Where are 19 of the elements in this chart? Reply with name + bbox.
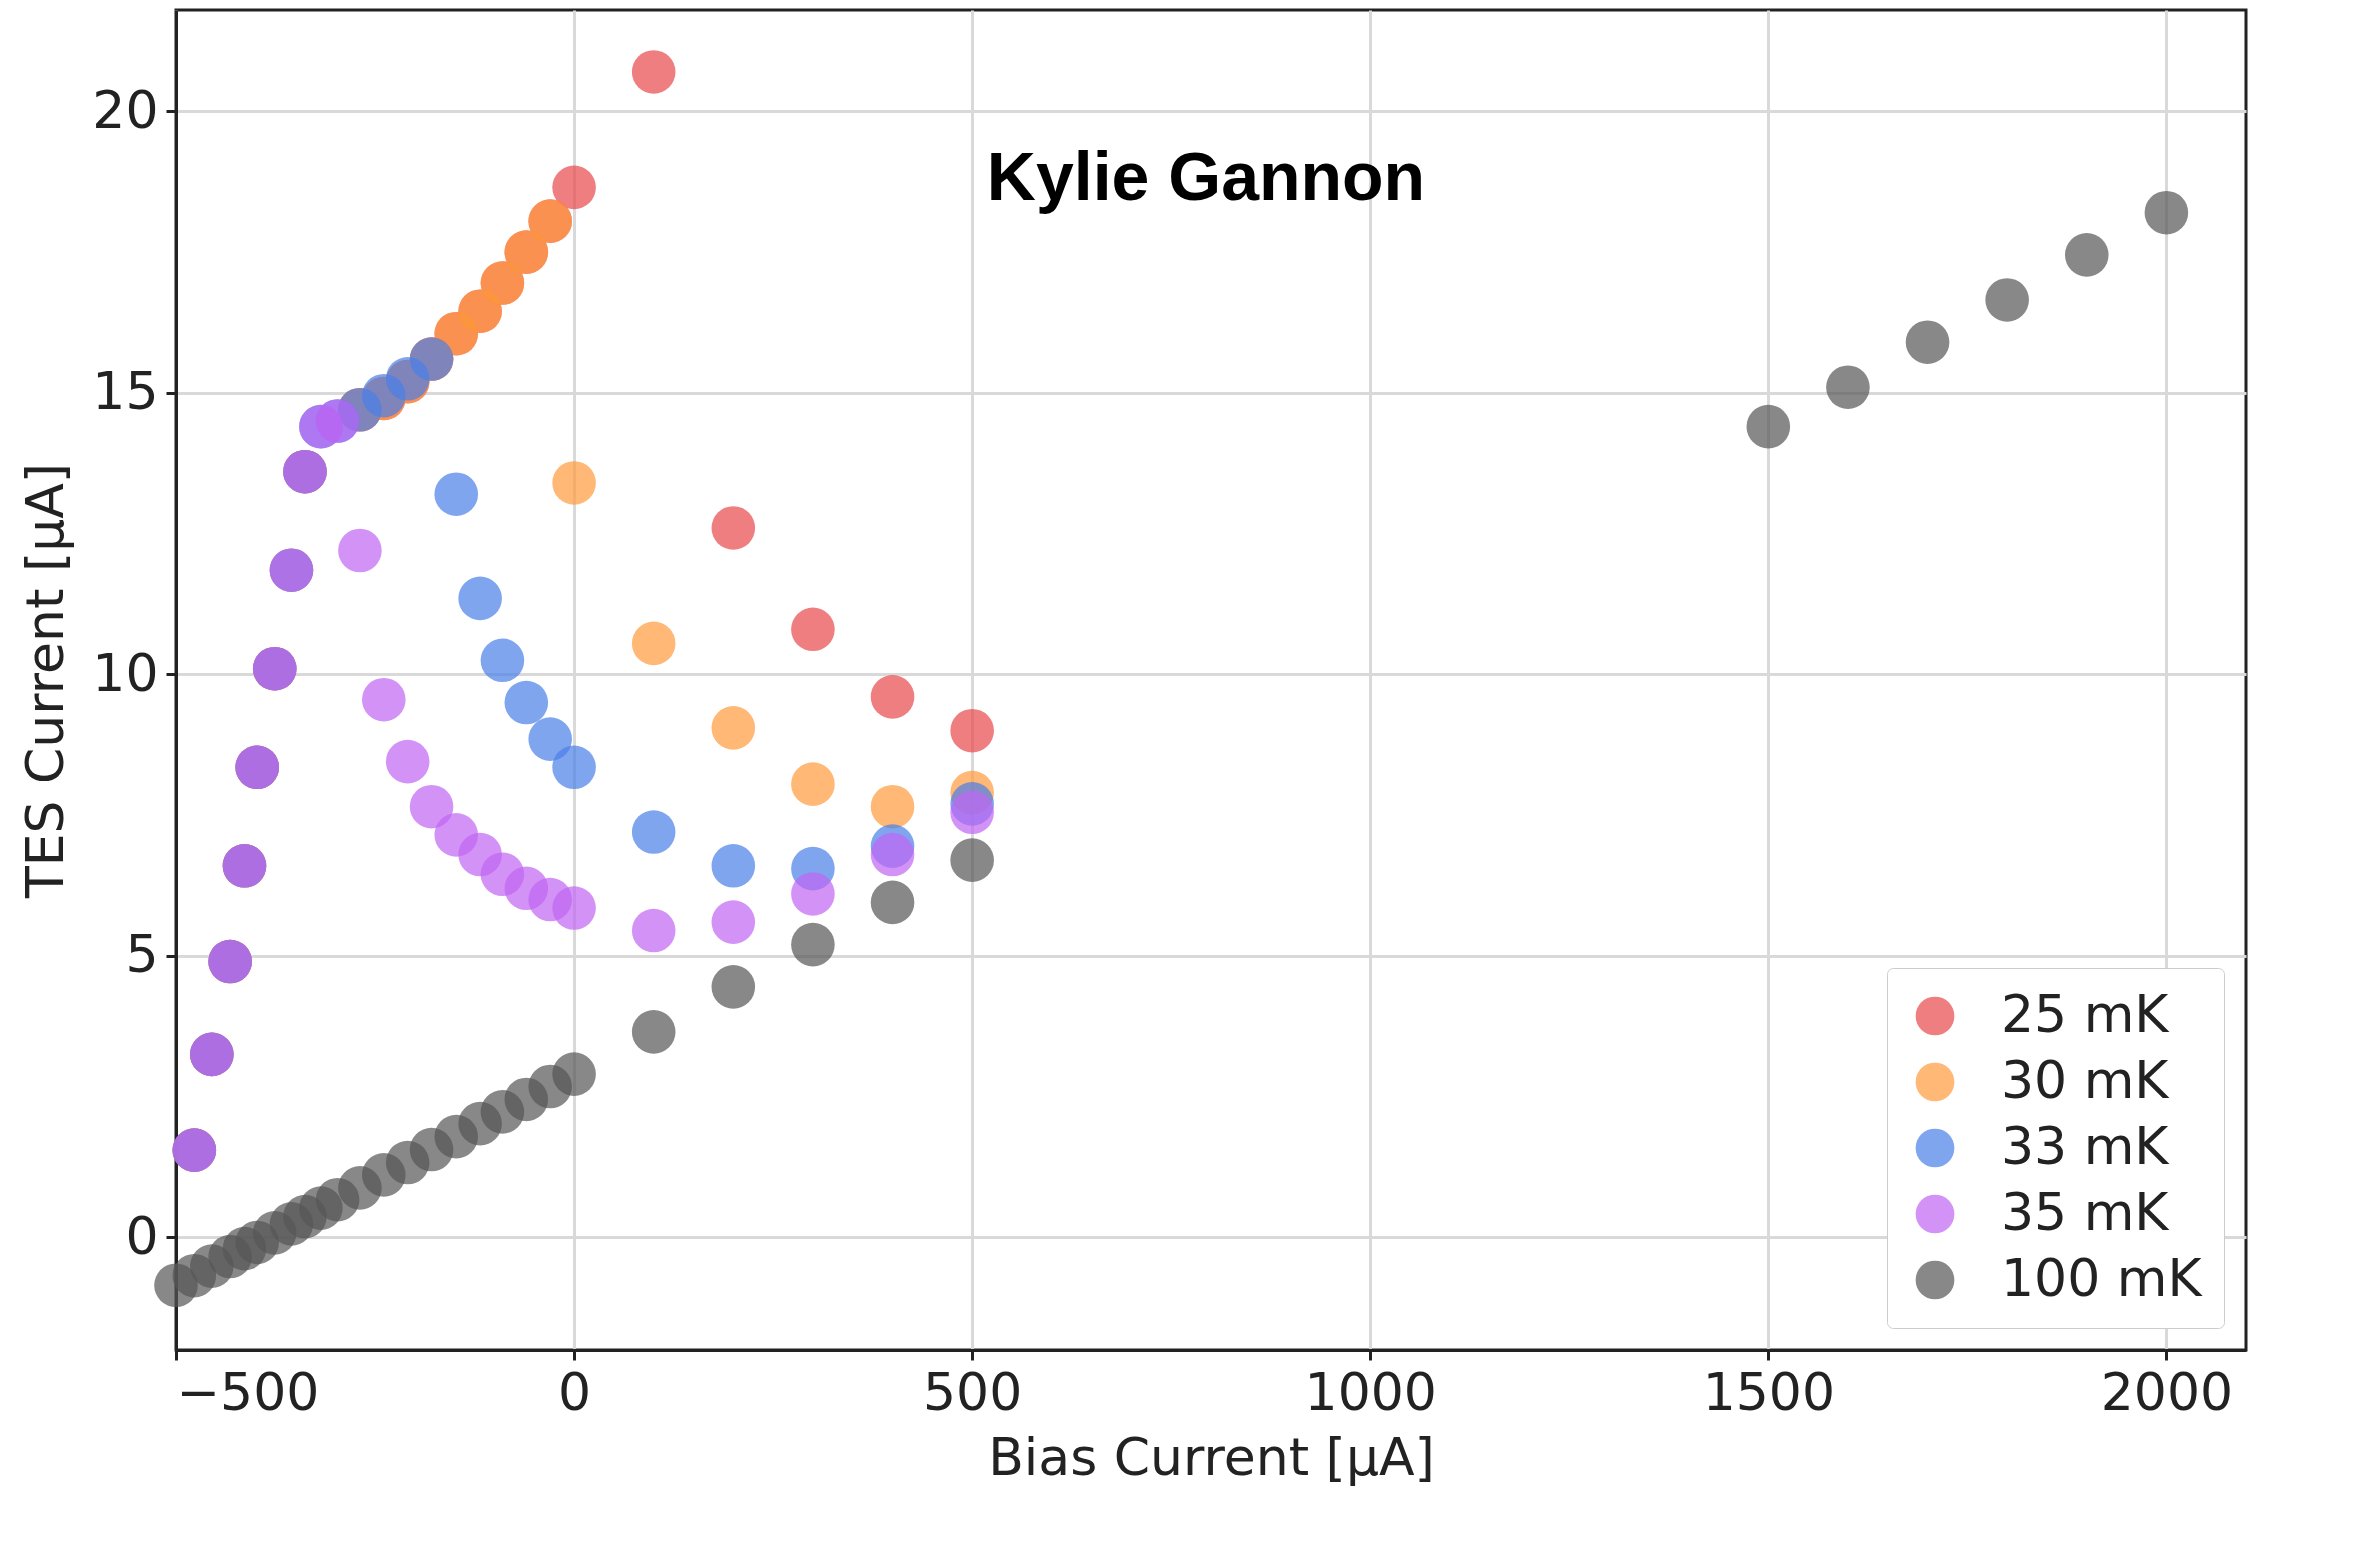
x-tick-label: −500 [176,1361,320,1422]
annotation: Kylie Gannon [986,138,1426,214]
legend-label: 30 mK [2001,1050,2171,1110]
x-tick-label: 2000 [2100,1361,2234,1422]
y-axis-title: TES Current [μA] [15,462,76,900]
legend-label: 25 mK [2001,984,2171,1044]
x-tick-label: 0 [558,1361,592,1422]
y-tick-label: 20 [92,79,159,140]
x-tick-label: 1500 [1702,1361,1835,1422]
x-axis-title: Bias Current [μA] [988,1426,1435,1487]
legend-label: 35 mK [2001,1182,2171,1242]
y-tick-label: 0 [125,1205,159,1266]
legend-label: 33 mK [2001,1116,2171,1176]
y-tick-label: 10 [92,642,159,703]
x-tick-label: 500 [923,1361,1023,1422]
x-tick-label: 1000 [1304,1361,1437,1422]
y-tick-label: 5 [125,924,159,985]
y-tick-label: 15 [92,361,159,422]
legend-label: 100 mK [2001,1248,2204,1308]
